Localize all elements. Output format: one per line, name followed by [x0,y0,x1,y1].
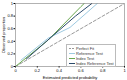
svg-text:0.4: 0.4 [7,39,13,44]
svg-text:0.6: 0.6 [78,68,84,73]
svg-text:0.8: 0.8 [100,68,106,73]
svg-text:0: 0 [14,68,17,73]
html-text:Reference Test: Reference Test [76,50,103,56]
html-text:Index Reference Test: Index Reference Test [76,60,114,66]
svg-text:0: 0 [11,64,14,69]
svg-text:0.2: 0.2 [7,51,13,56]
svg-text:1: 1 [11,1,14,6]
svg-text:0.4: 0.4 [56,68,62,73]
svg-text:0.8: 0.8 [7,13,13,18]
svg-text:Observed proportion: Observed proportion [1,17,6,53]
svg-text:Estimated predicted probabilit: Estimated predicted probability [43,75,98,80]
html-text:Perfect Fit: Perfect Fit [76,45,95,51]
html-text:Index Test: Index Test [76,55,95,61]
svg-text:0.2: 0.2 [35,68,41,73]
svg-text:0.6: 0.6 [7,26,13,31]
svg-text:1: 1 [123,68,126,73]
